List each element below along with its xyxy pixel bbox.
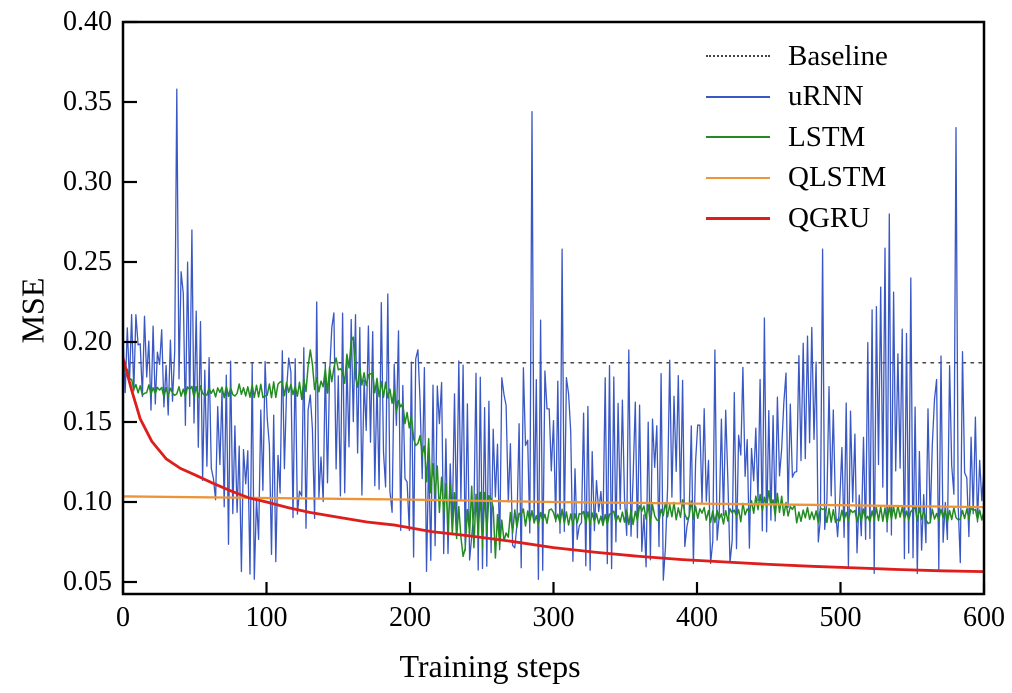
series-line-qgru [123, 356, 984, 573]
legend-label: QLSTM [788, 161, 887, 194]
legend-line-sample [706, 176, 770, 179]
y-axis-tick-label: 0.20 [63, 326, 112, 357]
legend-label: uRNN [788, 80, 864, 113]
y-axis-tick-label: 0.40 [63, 6, 112, 37]
legend-entry-qgru: QGRU [706, 198, 888, 239]
x-axis-tick-label: 0 [116, 602, 130, 633]
x-axis-tick-label: 300 [532, 602, 575, 633]
x-axis-tick-label: 400 [676, 602, 718, 633]
legend-entry-qlstm: QLSTM [706, 158, 888, 199]
legend-line-sample [706, 55, 770, 58]
y-axis-tick-label: 0.30 [63, 166, 112, 197]
legend-entry-urnn: uRNN [706, 77, 888, 118]
legend-line-sample [706, 216, 770, 220]
x-axis-tick-label: 600 [963, 602, 1005, 633]
legend-label: QGRU [788, 201, 871, 234]
y-axis-tick-label: 0.10 [63, 486, 112, 517]
legend: Baseline uRNN LSTM QLSTM QGRU [706, 36, 888, 239]
x-axis-tick-label: 200 [389, 602, 431, 633]
legend-line-sample [706, 136, 770, 139]
series-line-urnn [123, 88, 984, 581]
x-axis-tick-label: 500 [819, 602, 862, 633]
series-lines [123, 88, 984, 581]
y-axis-tick-label: 0.05 [63, 566, 112, 597]
y-axis-tick-label: 0.25 [63, 246, 112, 277]
y-axis-tick-label: 0.35 [63, 86, 112, 117]
x-axis-tick-label: 100 [245, 602, 288, 633]
y-axis-tick-label: 0.15 [63, 406, 112, 437]
legend-label: Baseline [788, 39, 888, 72]
legend-entry-baseline: Baseline [706, 36, 888, 77]
series-line-lstm [123, 336, 984, 559]
legend-label: LSTM [788, 120, 866, 153]
axes [121, 20, 986, 596]
legend-line-sample [706, 95, 770, 98]
legend-entry-lstm: LSTM [706, 117, 888, 158]
series-line-qlstm [123, 495, 984, 509]
x-axis-title: Training steps [399, 648, 581, 684]
plot-border [121, 20, 986, 596]
